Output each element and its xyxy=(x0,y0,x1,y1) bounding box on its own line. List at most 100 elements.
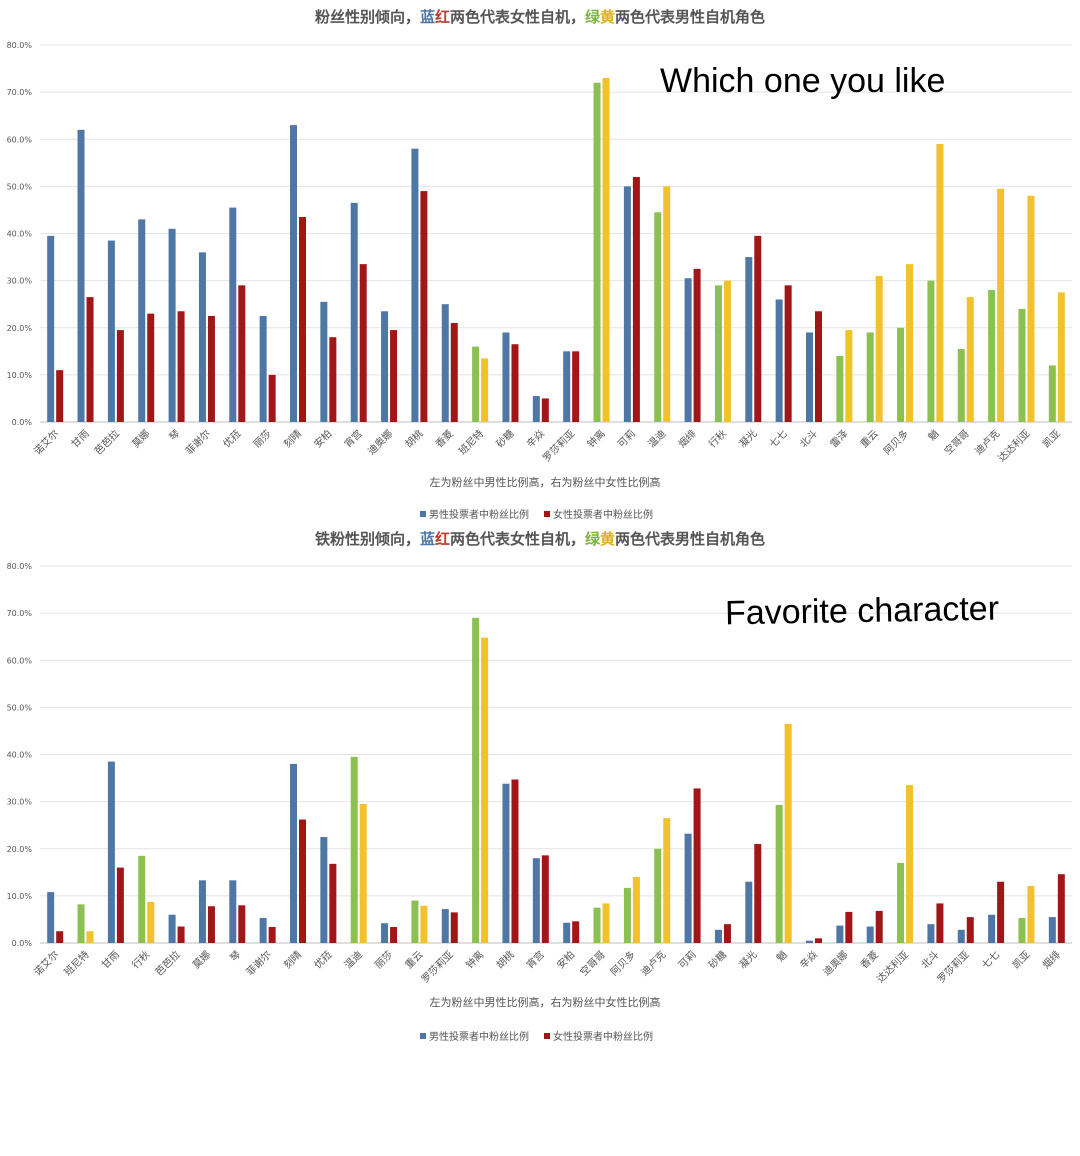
bar-female-voters xyxy=(541,398,549,422)
y-tick-label: 70.0% xyxy=(7,88,33,97)
bar-female-voters xyxy=(329,337,337,422)
x-axis-label: 左为粉丝中男性比例高，右为粉丝中女性比例高 xyxy=(430,475,661,489)
y-tick-label: 20.0% xyxy=(7,845,33,854)
x-tick-label: 甘雨 xyxy=(99,948,122,971)
bar-male-voters xyxy=(897,327,905,422)
bar-male-voters xyxy=(775,804,783,943)
bar-female-voters xyxy=(450,323,458,422)
bar-female-voters xyxy=(481,358,489,422)
bar-female-voters xyxy=(663,818,671,943)
x-tick-label: 七七 xyxy=(980,949,1003,972)
bar-male-voters xyxy=(714,929,722,943)
fan-gender-chart: 粉丝性别倾向，蓝红两色代表女性自机，绿黄两色代表男性自机角色 0.0% 10.0% 2… xyxy=(7,8,1072,521)
bar-male-voters xyxy=(806,940,813,943)
bar-female-voters xyxy=(875,275,883,422)
bar-female-voters xyxy=(966,917,974,943)
x-tick-label: 空哥哥 xyxy=(941,427,971,457)
legend-label-female: 女性投票者中粉丝比例 xyxy=(553,508,653,521)
x-tick-label: 芭芭拉 xyxy=(92,427,122,457)
bar-male-voters xyxy=(198,880,206,943)
y-tick-label: 0.0% xyxy=(12,418,33,427)
bar-male-voters xyxy=(502,332,510,422)
bar-male-voters xyxy=(866,926,874,943)
bar-male-voters xyxy=(836,925,844,943)
x-tick-label: 优菈 xyxy=(220,427,243,450)
bar-female-voters xyxy=(299,819,306,943)
bar-female-voters xyxy=(147,313,155,422)
bar-female-voters xyxy=(997,881,1005,943)
bar-male-voters xyxy=(168,228,176,422)
y-tick-label: 10.0% xyxy=(7,371,33,380)
overlay-caption-top: Which one you like xyxy=(660,62,946,100)
bar-female-voters xyxy=(784,285,792,422)
bar-female-voters xyxy=(845,330,853,422)
x-tick-label: 莫娜 xyxy=(190,948,213,971)
x-tick-label: 雷泽 xyxy=(828,428,851,451)
bar-female-voters xyxy=(723,280,731,422)
x-tick-label: 罗莎莉亚 xyxy=(934,948,971,985)
bar-male-voters xyxy=(320,836,328,943)
y-tick-label: 30.0% xyxy=(7,277,33,286)
x-tick-label: 迪卢克 xyxy=(638,948,668,978)
x-tick-label: 胡桃 xyxy=(493,948,516,971)
x-tick-label: 迪奥娜 xyxy=(365,427,395,457)
title-segment: 两色代表女性自机， xyxy=(450,8,585,26)
bar-male-voters xyxy=(229,207,237,422)
title-segment: 绿 xyxy=(585,8,601,26)
bar-male-voters xyxy=(532,396,540,422)
bar-male-voters xyxy=(988,290,996,422)
title-segment: 黄 xyxy=(600,8,615,26)
bar-female-voters xyxy=(359,264,367,422)
x-tick-label: 香菱 xyxy=(433,428,456,451)
bar-female-voters xyxy=(299,217,306,422)
bar-male-voters xyxy=(441,304,449,422)
bar-female-voters xyxy=(86,297,94,422)
y-tick-label: 20.0% xyxy=(7,324,33,333)
bar-male-voters xyxy=(381,923,389,943)
bar-male-voters xyxy=(775,299,783,422)
bar-female-voters xyxy=(481,637,489,943)
bar-female-voters xyxy=(56,931,64,943)
x-tick-label: 刻晴 xyxy=(281,427,304,450)
y-tick-label: 60.0% xyxy=(7,135,33,144)
bar-male-voters xyxy=(168,914,176,943)
x-tick-label: 丽莎 xyxy=(372,948,395,971)
x-tick-label: 凯亚 xyxy=(1040,427,1063,450)
bar-male-voters xyxy=(684,278,692,422)
x-tick-label: 香菱 xyxy=(858,949,881,972)
x-axis-label: 左为粉丝中男性比例高，右为粉丝中女性比例高 xyxy=(430,995,661,1009)
bar-male-voters xyxy=(290,125,297,423)
bar-male-voters xyxy=(107,240,115,422)
bar-male-voters xyxy=(593,907,601,943)
bar-male-voters xyxy=(927,280,935,422)
y-tick-label: 0.0% xyxy=(12,939,33,948)
title-segment: 铁粉性别倾向， xyxy=(315,530,420,548)
bar-male-voters xyxy=(381,311,389,422)
x-tick-label: 诺艾尔 xyxy=(31,427,61,457)
bar-male-voters xyxy=(320,301,328,422)
bar-male-voters xyxy=(47,235,55,422)
bar-male-voters xyxy=(77,129,85,422)
bar-male-voters xyxy=(957,348,965,422)
bar-male-voters xyxy=(927,924,935,943)
bar-female-voters xyxy=(1027,885,1035,943)
bar-male-voters xyxy=(472,617,480,943)
x-tick-label: 罗莎莉亚 xyxy=(418,948,455,985)
bar-female-voters xyxy=(86,931,94,943)
y-tick-label: 40.0% xyxy=(7,230,33,239)
x-tick-label: 胡桃 xyxy=(402,427,425,450)
y-tick-label: 80.0% xyxy=(7,562,33,571)
bar-female-voters xyxy=(632,176,640,422)
x-tick-label: 辛焱 xyxy=(797,948,820,971)
bar-male-voters xyxy=(198,252,206,422)
bar-male-voters xyxy=(957,929,965,943)
bar-female-voters xyxy=(754,844,762,943)
x-tick-label: 烟绯 xyxy=(1040,948,1063,971)
chart-title: 粉丝性别倾向，蓝红两色代表女性自机，绿黄两色代表男性自机角色 xyxy=(315,8,765,26)
x-tick-label: 菲谢尔 xyxy=(183,427,213,457)
x-tick-label: 菲谢尔 xyxy=(243,948,273,978)
title-segment: 两色代表女性自机， xyxy=(450,530,585,548)
bar-female-voters xyxy=(632,877,640,943)
bar-male-voters xyxy=(836,356,844,422)
x-tick-label: 班尼特 xyxy=(62,949,92,979)
